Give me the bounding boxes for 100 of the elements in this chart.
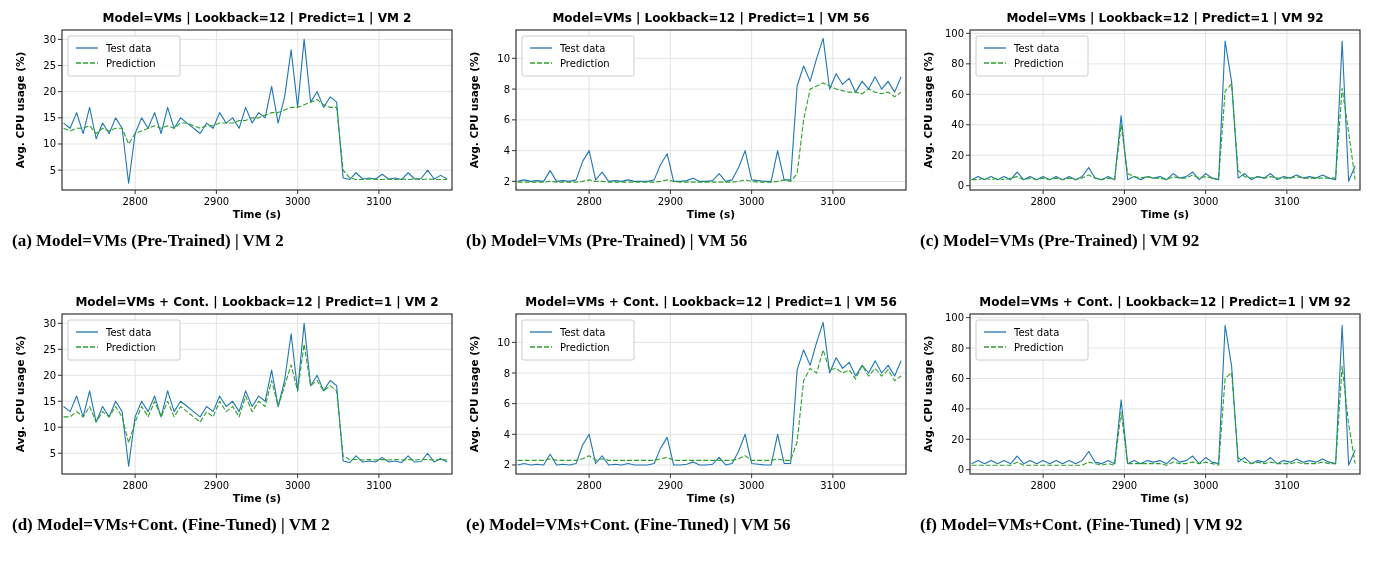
y-tick-label: 6 — [503, 398, 510, 410]
y-tick-label: 10 — [497, 52, 510, 64]
x-axis-title: Time (s) — [232, 208, 282, 220]
y-tick-label: 15 — [43, 395, 56, 407]
x-tick-label: 2900 — [657, 480, 684, 491]
x-tick-label: 2900 — [1111, 196, 1138, 207]
line-series — [63, 38, 448, 184]
x-tick-label: 2800 — [1030, 480, 1056, 491]
legend-label: Prediction — [1014, 57, 1064, 69]
y-axis-title: Avg. CPU usage (%) — [14, 51, 26, 169]
line-series — [971, 83, 1356, 181]
x-tick-label: 3000 — [284, 196, 311, 207]
y-tick-label: 0 — [957, 180, 964, 192]
y-tick-label: 8 — [503, 367, 510, 379]
line-series — [63, 98, 448, 181]
x-tick-label: 2900 — [657, 196, 684, 207]
y-tick-label: 100 — [944, 27, 964, 39]
legend-label: Test data — [559, 326, 606, 338]
y-tick-label: 40 — [951, 119, 964, 131]
y-tick-label: 30 — [43, 317, 56, 329]
x-axis-title: Time (s) — [686, 208, 736, 220]
x-tick-label: 3100 — [1274, 196, 1300, 207]
x-tick-label: 3000 — [1192, 196, 1219, 207]
y-tick-label: 2 — [503, 175, 510, 187]
text: (f) Model=VMs+Cont. (Fine-Tuned) | VM 92 — [920, 515, 1243, 534]
x-axis-title: Time (s) — [1140, 492, 1190, 504]
legend-label: Test data — [105, 326, 152, 338]
text: (e) Model=VMs+Cont. (Fine-Tuned) | VM 56 — [466, 515, 791, 534]
y-tick-label: 5 — [49, 164, 56, 176]
x-tick-label: 2800 — [576, 480, 602, 491]
y-tick-label: 15 — [43, 112, 56, 124]
x-axis-title: Time (s) — [232, 492, 282, 504]
line-series — [971, 324, 1356, 466]
y-tick-label: 40 — [951, 403, 964, 415]
chart-title: Model=VMs | Lookback=12 | Predict=1 | VM 92 — [1006, 11, 1324, 25]
line-series — [517, 37, 902, 182]
x-tick-label: 3000 — [738, 196, 765, 207]
line-series — [517, 82, 902, 183]
line-series — [971, 365, 1356, 466]
x-axis-title: Time (s) — [686, 492, 736, 504]
chart-title: Model=VMs | Lookback=12 | Predict=1 | VM 56 — [552, 11, 870, 25]
text: (a) Model=VMs (Pre-Trained) | VM 2 — [12, 231, 284, 250]
y-tick-label: 25 — [43, 343, 56, 355]
y-tick-label: 20 — [951, 149, 964, 161]
legend-label: Prediction — [560, 341, 610, 353]
y-axis-title: Avg. CPU usage (%) — [14, 335, 26, 453]
x-tick-label: 2800 — [122, 196, 148, 207]
y-tick-label: 60 — [951, 88, 964, 100]
chart-title: Model=VMs + Cont. | Lookback=12 | Predict=1 | VM 56 — [525, 295, 897, 309]
legend-label: Prediction — [106, 57, 156, 69]
legend-label: Prediction — [1014, 341, 1064, 353]
x-tick-label: 2900 — [203, 480, 230, 491]
x-axis-title: Time (s) — [1140, 208, 1190, 220]
y-axis-title: Avg. CPU usage (%) — [922, 51, 934, 169]
text: (b) Model=VMs (Pre-Trained) | VM 56 — [466, 231, 748, 250]
legend-label: Test data — [1013, 42, 1060, 54]
legend-label: Test data — [1013, 326, 1060, 338]
legend-label: Test data — [105, 42, 152, 54]
y-tick-label: 20 — [43, 369, 56, 381]
y-tick-label: 25 — [43, 60, 56, 72]
x-tick-label: 3000 — [284, 480, 311, 491]
y-tick-label: 80 — [951, 342, 964, 354]
x-tick-label: 2800 — [122, 480, 148, 491]
y-tick-label: 4 — [503, 145, 510, 157]
chart-title: Model=VMs + Cont. | Lookback=12 | Predict=1 | VM 92 — [979, 295, 1351, 309]
line-series — [971, 40, 1356, 182]
y-tick-label: 80 — [951, 58, 964, 70]
x-tick-label: 2900 — [203, 196, 230, 207]
y-axis-title: Avg. CPU usage (%) — [468, 51, 480, 169]
chart-title: Model=VMs + Cont. | Lookback=12 | Predict=1 | VM 2 — [75, 295, 439, 309]
y-tick-label: 10 — [43, 138, 56, 150]
x-tick-label: 3100 — [820, 480, 846, 491]
line-series — [517, 349, 902, 461]
y-tick-label: 100 — [944, 312, 964, 324]
x-tick-label: 3100 — [366, 196, 392, 207]
y-tick-label: 4 — [503, 428, 510, 440]
y-tick-label: 20 — [951, 433, 964, 445]
x-tick-label: 3100 — [1274, 480, 1300, 491]
line-series — [63, 343, 448, 461]
y-tick-label: 10 — [43, 421, 56, 433]
y-axis-title: Avg. CPU usage (%) — [922, 335, 934, 453]
y-tick-label: 2 — [503, 459, 510, 471]
y-tick-label: 6 — [503, 114, 510, 126]
y-tick-label: 60 — [951, 372, 964, 384]
x-tick-label: 2800 — [1030, 196, 1056, 207]
x-tick-label: 3100 — [366, 480, 392, 491]
chart-title: Model=VMs | Lookback=12 | Predict=1 | VM 2 — [102, 11, 412, 25]
x-tick-label: 2900 — [1111, 480, 1138, 491]
x-tick-label: 3000 — [738, 480, 765, 491]
y-tick-label: 0 — [957, 464, 964, 476]
y-axis-title: Avg. CPU usage (%) — [468, 335, 480, 453]
y-tick-label: 30 — [43, 33, 56, 45]
x-tick-label: 3100 — [820, 196, 846, 207]
y-tick-label: 5 — [49, 447, 56, 459]
y-tick-label: 8 — [503, 83, 510, 95]
legend-label: Prediction — [560, 57, 610, 69]
y-tick-label: 20 — [43, 86, 56, 98]
x-tick-label: 3000 — [1192, 480, 1219, 491]
legend-label: Prediction — [106, 341, 156, 353]
x-tick-label: 2800 — [576, 196, 602, 207]
